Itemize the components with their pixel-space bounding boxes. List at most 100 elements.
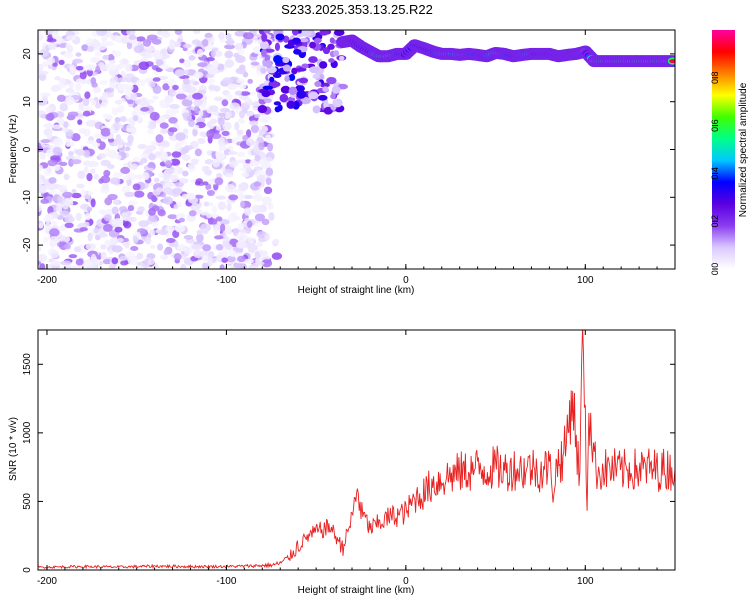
spectrogram-noise-cell xyxy=(122,238,129,243)
spectrogram-noise-cell xyxy=(254,261,265,266)
spectrogram-noise-cell xyxy=(100,127,111,137)
spectrogram-cluster-cell xyxy=(299,37,309,43)
spectrogram-noise-cell xyxy=(69,65,76,73)
spectrogram-noise-cell xyxy=(38,70,49,76)
spectrogram-noise-cell xyxy=(77,170,86,180)
spectrogram-cluster-cell xyxy=(319,30,329,36)
spectrogram-noise-cell xyxy=(180,263,187,269)
spectrogram-noise-cell xyxy=(38,145,44,153)
spectrogram-noise-cell xyxy=(221,257,228,263)
spectrogram-noise-cell xyxy=(174,143,182,152)
spectrogram-noise-cell xyxy=(206,57,215,62)
spectrogram-noise-cell xyxy=(193,98,203,107)
spectrogram-noise-cell xyxy=(67,141,75,147)
spectrogram-noise-cell xyxy=(102,113,112,120)
spectrogram-cluster-cell xyxy=(293,49,302,55)
spectrogram-noise-cell xyxy=(49,228,60,237)
spectrogram-noise-cell xyxy=(133,45,144,54)
spectrogram-noise-cell xyxy=(113,200,120,205)
spectrogram-noise-cell xyxy=(117,77,129,83)
spectrogram-noise-cell xyxy=(86,206,93,212)
spectrogram-cluster-cell xyxy=(269,76,275,83)
spectrogram-noise-cell xyxy=(100,251,107,260)
spectrogram-noise-cell xyxy=(215,152,226,160)
spectrogram-cluster-cell xyxy=(280,85,291,94)
spectrogram-noise-cell xyxy=(57,225,67,232)
spectrogram-cluster-cell xyxy=(338,55,345,61)
spectrogram-noise-cell xyxy=(52,124,61,130)
spectrogram-noise-cell xyxy=(251,205,263,214)
spectrogram-noise-cell xyxy=(182,78,190,85)
spectrogram-cluster-cell xyxy=(322,86,329,92)
spectrogram-noise-cell xyxy=(219,218,230,225)
spectrogram-noise-cell xyxy=(38,164,44,172)
spectrogram-noise-cell xyxy=(111,257,119,265)
spectrogram-noise-cell xyxy=(202,181,209,186)
spectrogram-noise-cell xyxy=(93,132,101,139)
spectrogram-noise-cell xyxy=(105,62,116,72)
spectrogram-noise-cell xyxy=(137,206,145,213)
spectrogram-noise-cell xyxy=(208,105,219,112)
spectrogram-cluster-cell xyxy=(309,66,320,74)
x-tick-label: -100 xyxy=(216,576,236,587)
spectrogram-noise-cell xyxy=(132,183,141,191)
spectrogram-noise-cell xyxy=(249,120,259,126)
spectrogram-noise-cell xyxy=(146,34,158,41)
spectrogram-noise-cell xyxy=(206,213,212,219)
spectrogram-noise-cell xyxy=(117,83,127,92)
spectrogram-noise-cell xyxy=(38,204,42,212)
spectrogram-noise-cell xyxy=(225,93,233,101)
spectrogram-noise-cell xyxy=(86,172,93,182)
spectrogram-noise-cell xyxy=(160,31,171,39)
spectrogram-noise-cell xyxy=(99,95,107,101)
spectrogram-noise-cell xyxy=(44,213,54,221)
spectrogram-noise-cell xyxy=(239,91,251,96)
spectrogram-noise-cell xyxy=(59,103,68,112)
spectrogram-noise-cell xyxy=(109,177,121,185)
spectrogram-noise-cell xyxy=(38,33,44,41)
spectrogram-noise-cell xyxy=(114,99,123,105)
spectrogram-noise-cell xyxy=(50,155,60,161)
spectrogram-noise-cell xyxy=(176,38,183,43)
spectrogram-noise-cell xyxy=(214,177,224,186)
spectrogram-noise-cell xyxy=(75,258,84,266)
figure-title: S233.2025.353.13.25.R22 xyxy=(281,2,433,17)
spectrogram-noise-cell xyxy=(152,77,161,82)
spectrogram-noise-cell xyxy=(193,71,204,79)
spectrogram-noise-cell xyxy=(253,180,262,187)
spectrogram-cluster-cell xyxy=(274,106,281,113)
spectrogram-cluster-cell xyxy=(337,83,349,90)
spectrogram-cluster-cell xyxy=(331,85,341,94)
spectrogram-noise-cell xyxy=(82,97,90,107)
spectrogram-ridge-core xyxy=(669,59,675,64)
spectrogram-noise-cell xyxy=(271,252,283,260)
spectrogram-noise-cell xyxy=(130,245,139,252)
spectrogram-noise-cell xyxy=(224,44,236,50)
spectrogram-noise-cell xyxy=(75,65,84,71)
spectrogram-noise-cell xyxy=(179,58,185,64)
spectrogram-noise-cell xyxy=(113,172,124,178)
spectrogram-noise-cell xyxy=(74,246,82,253)
spectrogram-noise-cell xyxy=(173,204,179,210)
spectrogram-cluster-cell xyxy=(273,55,283,64)
spectrogram-noise-cell xyxy=(165,168,174,175)
spectrogram-noise-cell xyxy=(224,59,235,68)
spectrogram-noise-cell xyxy=(160,140,171,148)
spectrogram-noise-cell xyxy=(193,249,203,259)
spectrogram-cluster-cell xyxy=(274,42,281,52)
spectrogram-noise-cell xyxy=(205,183,212,191)
spectrogram-noise-cell xyxy=(147,191,155,200)
spectrogram-cluster-cell xyxy=(301,63,309,69)
spectrogram-noise-cell xyxy=(147,123,157,130)
spectrogram-noise-cell xyxy=(227,38,234,46)
spectrogram-noise-cell xyxy=(51,30,59,39)
spectrogram-noise-cell xyxy=(228,160,238,168)
spectrogram-noise-cell xyxy=(252,145,260,153)
spectrogram-noise-cell xyxy=(187,162,195,169)
spectrogram-noise-cell xyxy=(126,30,136,37)
spectrogram-noise-cell xyxy=(246,98,253,105)
spectrogram-noise-cell xyxy=(215,172,223,180)
spectrogram-noise-cell xyxy=(83,166,89,176)
spectrogram-noise-cell xyxy=(245,110,254,117)
spectrogram-noise-cell xyxy=(207,250,215,258)
